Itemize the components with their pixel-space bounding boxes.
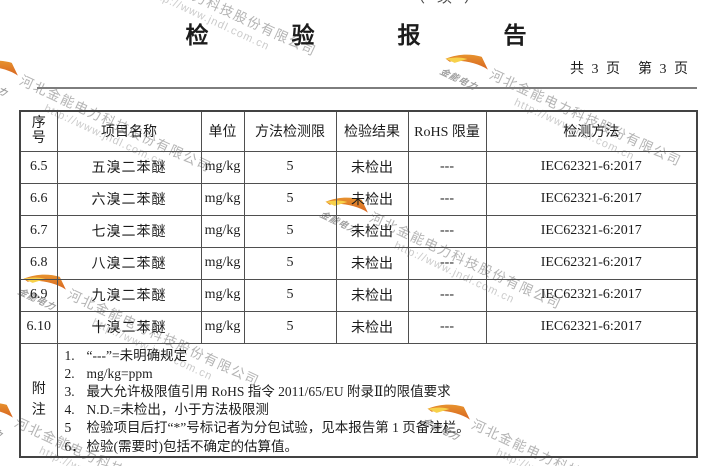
- notes-content: 1. “---”=未明确规定 2. mg/kg=ppm 3. 最大允许极限值引用 Ro…: [56, 342, 698, 458]
- cell-item: 十溴二苯醚: [56, 310, 202, 344]
- table-row: 6.7 七溴二苯醚 mg/kg 5 未检出 --- IEC62321-6:201…: [19, 214, 698, 248]
- cell-no: 6.10: [19, 310, 58, 344]
- cell-rohs: ---: [407, 278, 487, 312]
- notes-row: 附 注 1. “---”=未明确规定 2. mg/kg=ppm 3. 最大允许极限值引…: [19, 342, 698, 458]
- cell-rohs: ---: [407, 214, 487, 248]
- results-table: 序号 项目名称 单位 方法检测限 检验结果 RoHS 限量 检测方法 6.5 五…: [19, 110, 698, 458]
- cell-item: 六溴二苯醚: [56, 182, 202, 216]
- table-row: 6.9 九溴二苯醚 mg/kg 5 未检出 --- IEC62321-6:201…: [19, 278, 698, 312]
- notes-label: 附 注: [19, 342, 58, 458]
- cell-rohs: ---: [407, 246, 487, 280]
- header-cell-limit: 方法检测限: [243, 110, 337, 152]
- cell-result: 未检出: [335, 310, 409, 344]
- cell-limit: 5: [243, 150, 337, 184]
- cell-unit: mg/kg: [200, 246, 245, 280]
- note-line: 3. 最大允许极限值引用 RoHS 指令 2011/65/EU 附录Ⅱ的限值要求: [64, 383, 451, 399]
- cell-result: 未检出: [335, 214, 409, 248]
- cell-unit: mg/kg: [200, 310, 245, 344]
- cell-no: 6.6: [19, 182, 58, 216]
- cell-unit: mg/kg: [200, 150, 245, 184]
- header-divider: [37, 87, 697, 89]
- cell-method: IEC62321-6:2017: [485, 310, 698, 344]
- cell-no: 6.9: [19, 278, 58, 312]
- header-cell-item: 项目名称: [56, 110, 202, 152]
- table-header-row: 序号 项目名称 单位 方法检测限 检验结果 RoHS 限量 检测方法: [19, 110, 698, 152]
- note-line: 4. N.D.=未检出，小于方法极限测: [64, 402, 269, 418]
- cell-limit: 5: [243, 278, 337, 312]
- table-row: 6.6 六溴二苯醚 mg/kg 5 未检出 --- IEC62321-6:201…: [19, 182, 698, 216]
- cell-unit: mg/kg: [200, 278, 245, 312]
- cell-rohs: ---: [407, 182, 487, 216]
- header-cell-no: 序号: [19, 110, 58, 152]
- header-cell-rohs: RoHS 限量: [407, 110, 487, 152]
- cell-result: 未检出: [335, 182, 409, 216]
- cell-limit: 5: [243, 246, 337, 280]
- cell-no: 6.8: [19, 246, 58, 280]
- note-line: 2. mg/kg=ppm: [64, 365, 153, 381]
- header-cell-unit: 单位: [200, 110, 245, 152]
- note-line: 6． 检验(需要时)包括不确定的估算值。: [64, 438, 299, 454]
- cell-method: IEC62321-6:2017: [485, 150, 698, 184]
- cell-method: IEC62321-6:2017: [485, 214, 698, 248]
- cell-item: 九溴二苯醚: [56, 278, 202, 312]
- cell-method: IEC62321-6:2017: [485, 246, 698, 280]
- cell-result: 未检出: [335, 278, 409, 312]
- table-row: 6.8 八溴二苯醚 mg/kg 5 未检出 --- IEC62321-6:201…: [19, 246, 698, 280]
- note-line: 1. “---”=未明确规定: [64, 347, 188, 363]
- note-line: 5 检验项目后打“*”号标记者为分包试验，见本报告第 1 页备注栏。: [64, 420, 470, 436]
- cell-item: 八溴二苯醚: [56, 246, 202, 280]
- cell-limit: 5: [243, 214, 337, 248]
- cell-item: 七溴二苯醚: [56, 214, 202, 248]
- table-row: 6.10 十溴二苯醚 mg/kg 5 未检出 --- IEC62321-6:20…: [19, 310, 698, 344]
- cell-result: 未检出: [335, 246, 409, 280]
- cell-rohs: ---: [407, 310, 487, 344]
- page-number-info: 共 3 页 第 3 页: [570, 62, 690, 77]
- cell-limit: 5: [243, 310, 337, 344]
- table-row: 6.5 五溴二苯醚 mg/kg 5 未检出 --- IEC62321-6:201…: [19, 150, 698, 184]
- cell-method: IEC62321-6:2017: [485, 278, 698, 312]
- cell-result: 未检出: [335, 150, 409, 184]
- cell-unit: mg/kg: [200, 182, 245, 216]
- page-title: 检 验 报 告: [185, 23, 557, 48]
- header-cell-method: 检测方法: [485, 110, 698, 152]
- header-cell-result: 检验结果: [335, 110, 409, 152]
- cell-no: 6.5: [19, 150, 58, 184]
- cell-item: 五溴二苯醚: [56, 150, 202, 184]
- cell-no: 6.7: [19, 214, 58, 248]
- cell-limit: 5: [243, 182, 337, 216]
- cell-unit: mg/kg: [200, 214, 245, 248]
- cell-rohs: ---: [407, 150, 487, 184]
- continuation-mark: （续）: [410, 0, 491, 7]
- cell-method: IEC62321-6:2017: [485, 182, 698, 216]
